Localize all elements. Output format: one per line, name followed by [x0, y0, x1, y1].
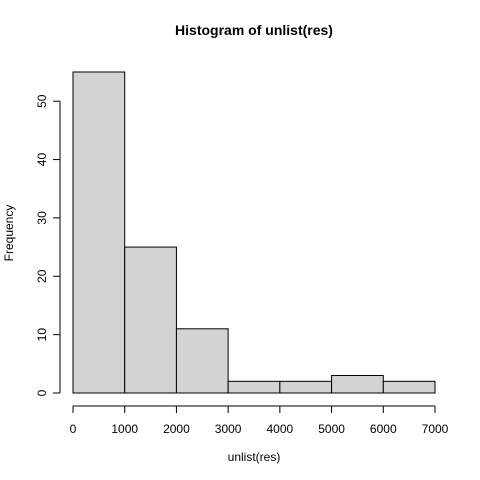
- x-tick-label: 4000: [267, 422, 294, 436]
- histogram-bar-3: [227, 380, 281, 394]
- y-tick-label: 30: [35, 211, 49, 225]
- y-tick-label: 50: [35, 94, 49, 108]
- x-axis-label: unlist(res): [228, 450, 281, 464]
- y-tick-label: 10: [35, 328, 49, 342]
- x-tick-label: 6000: [370, 422, 397, 436]
- x-tick-label: 1000: [111, 422, 138, 436]
- chart-title: Histogram of unlist(res): [175, 22, 333, 38]
- y-axis: 0 10 20 30 40 50: [35, 94, 61, 396]
- x-axis: 0 1000 2000 3000 4000 5000 6000 7000: [70, 405, 449, 436]
- histogram-bar-6: [382, 380, 436, 394]
- histogram-bar-2: [175, 328, 229, 394]
- y-tick-label: 0: [35, 389, 49, 396]
- x-tick-label: 7000: [422, 422, 449, 436]
- histogram-bar-5: [331, 374, 384, 394]
- x-tick-label: 5000: [318, 422, 345, 436]
- x-tick-label: 2000: [163, 422, 190, 436]
- y-axis-label: Frequency: [2, 205, 16, 262]
- y-tick-label: 20: [35, 269, 49, 283]
- y-tick-label: 40: [35, 153, 49, 167]
- x-tick-label: 0: [70, 422, 77, 436]
- histogram-bars: [72, 71, 436, 394]
- histogram-bar-4: [279, 380, 333, 394]
- histogram-bar-0: [72, 71, 126, 394]
- x-tick-label: 3000: [215, 422, 242, 436]
- histogram-bar-1: [124, 246, 177, 394]
